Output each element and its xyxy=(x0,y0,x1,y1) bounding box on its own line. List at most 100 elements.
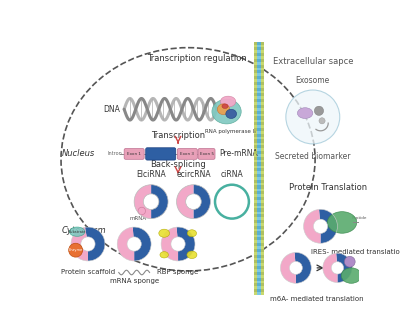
Text: Exon 3: Exon 3 xyxy=(180,152,194,156)
Ellipse shape xyxy=(212,99,241,124)
Bar xyxy=(261,289,264,292)
Bar xyxy=(261,88,264,91)
Wedge shape xyxy=(71,227,88,261)
Ellipse shape xyxy=(70,227,85,236)
Bar xyxy=(256,254,261,258)
Bar xyxy=(256,70,261,74)
Text: mRNA sponge: mRNA sponge xyxy=(110,278,159,284)
Bar xyxy=(261,266,264,269)
Bar xyxy=(254,237,256,240)
Text: Substrate: Substrate xyxy=(68,230,86,234)
Bar xyxy=(254,99,256,102)
FancyBboxPatch shape xyxy=(198,149,215,159)
Wedge shape xyxy=(319,209,338,243)
Bar xyxy=(261,111,264,114)
Text: RNA polymerase II: RNA polymerase II xyxy=(205,129,256,134)
Circle shape xyxy=(143,194,159,209)
Text: Pre-mRNA: Pre-mRNA xyxy=(219,150,258,159)
Ellipse shape xyxy=(160,252,168,258)
Bar xyxy=(261,47,264,50)
Bar xyxy=(254,266,256,269)
Bar xyxy=(256,76,261,79)
Bar xyxy=(256,116,261,120)
Bar xyxy=(256,243,261,246)
Bar xyxy=(256,93,261,97)
Bar xyxy=(256,231,261,235)
Bar xyxy=(261,237,264,240)
Bar xyxy=(254,53,256,56)
Bar xyxy=(256,214,261,217)
Circle shape xyxy=(69,243,82,257)
Text: Cytoplasm: Cytoplasm xyxy=(62,226,106,235)
Bar xyxy=(261,93,264,97)
Bar xyxy=(256,140,261,143)
Bar xyxy=(256,289,261,292)
Wedge shape xyxy=(133,227,151,261)
Bar xyxy=(256,272,261,275)
Bar xyxy=(256,157,261,160)
Wedge shape xyxy=(336,253,352,282)
Bar xyxy=(256,128,261,131)
Bar xyxy=(254,76,256,79)
Text: Secreted biomarker: Secreted biomarker xyxy=(275,152,350,161)
Bar xyxy=(256,226,261,229)
Bar xyxy=(256,163,261,166)
Text: Transcription regulation: Transcription regulation xyxy=(148,54,247,63)
Text: Exon 5: Exon 5 xyxy=(200,152,214,156)
Bar xyxy=(256,260,261,263)
Bar xyxy=(261,140,264,143)
Bar xyxy=(256,65,261,68)
Text: ecircRNA: ecircRNA xyxy=(176,169,211,178)
Bar xyxy=(254,42,256,295)
Bar xyxy=(254,180,256,183)
FancyBboxPatch shape xyxy=(146,148,176,160)
Bar xyxy=(254,134,256,137)
Bar xyxy=(261,191,264,194)
Bar xyxy=(254,185,256,188)
Bar xyxy=(261,208,264,212)
Bar xyxy=(256,220,261,223)
Bar xyxy=(256,111,261,114)
Bar xyxy=(254,208,256,212)
Circle shape xyxy=(215,185,249,218)
Bar xyxy=(254,151,256,154)
Bar xyxy=(254,111,256,114)
Text: mRNA: mRNA xyxy=(130,216,146,221)
Bar xyxy=(261,105,264,108)
Ellipse shape xyxy=(328,212,357,233)
Bar xyxy=(256,278,261,281)
Bar xyxy=(261,249,264,252)
Bar xyxy=(254,168,256,171)
Bar xyxy=(261,53,264,56)
Circle shape xyxy=(313,219,328,233)
Bar xyxy=(256,208,261,212)
FancyBboxPatch shape xyxy=(177,149,197,159)
Bar xyxy=(261,65,264,68)
Bar xyxy=(261,122,264,125)
Bar xyxy=(256,180,261,183)
Wedge shape xyxy=(134,185,151,218)
Text: Protein scaffold: Protein scaffold xyxy=(61,269,115,275)
Bar xyxy=(261,116,264,120)
Ellipse shape xyxy=(298,108,313,119)
Bar xyxy=(261,70,264,74)
Bar xyxy=(254,278,256,281)
Bar xyxy=(254,93,256,97)
Wedge shape xyxy=(323,253,338,282)
Wedge shape xyxy=(280,252,296,283)
Text: m6A- mediated translation: m6A- mediated translation xyxy=(270,296,364,302)
Bar xyxy=(256,105,261,108)
Wedge shape xyxy=(194,185,210,218)
Bar xyxy=(256,185,261,188)
Ellipse shape xyxy=(341,268,361,283)
Bar xyxy=(254,254,256,258)
Bar xyxy=(261,231,264,235)
Bar xyxy=(254,220,256,223)
Bar xyxy=(254,249,256,252)
Text: Intron: Intron xyxy=(107,152,122,157)
Bar xyxy=(256,191,261,194)
Bar xyxy=(256,249,261,252)
Bar xyxy=(256,88,261,91)
Bar xyxy=(254,163,256,166)
Bar xyxy=(261,59,264,62)
